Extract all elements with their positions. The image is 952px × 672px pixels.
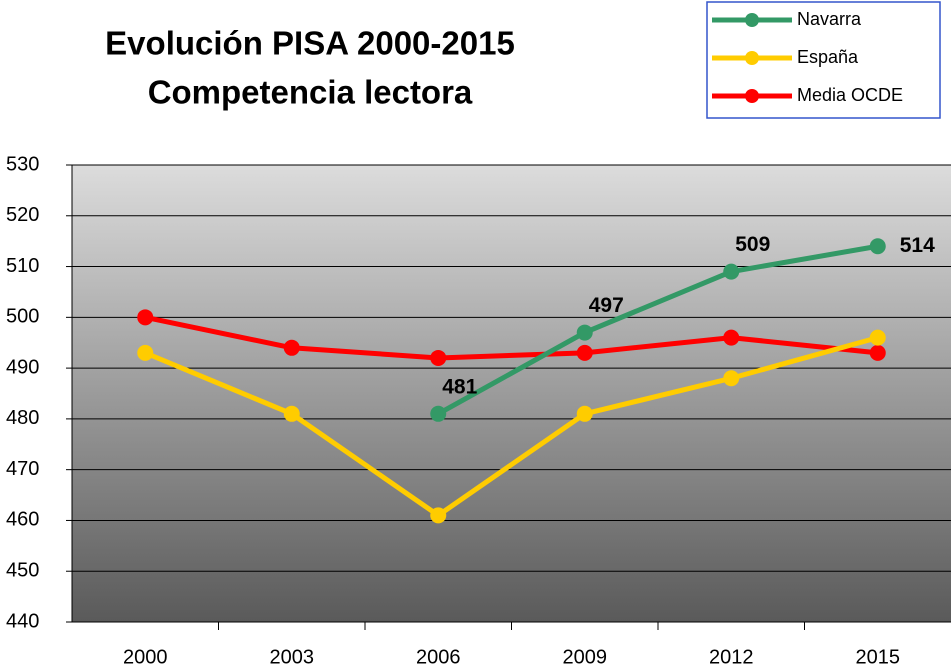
series-line — [144, 335, 879, 519]
data-point — [723, 370, 740, 387]
data-point — [576, 324, 593, 341]
data-point — [576, 344, 593, 361]
data-point — [430, 507, 447, 524]
y-tick-label: 510 — [6, 255, 39, 277]
chart-title: Evolución PISA 2000-2015 — [105, 25, 515, 62]
data-point — [137, 344, 154, 361]
x-tick-label: 2003 — [270, 646, 315, 668]
x-tick-label: 2012 — [709, 646, 754, 668]
legend-marker — [745, 89, 759, 103]
data-point — [869, 238, 886, 255]
data-point — [869, 329, 886, 346]
x-tick-label: 2009 — [563, 646, 608, 668]
data-point — [283, 339, 300, 356]
data-point — [576, 405, 593, 422]
y-tick-label: 520 — [6, 204, 39, 226]
data-point — [723, 329, 740, 346]
data-point — [430, 405, 447, 422]
legend-marker — [745, 51, 759, 65]
series-line — [437, 243, 879, 416]
series-line — [144, 314, 879, 361]
y-tick-label: 450 — [6, 560, 39, 582]
data-point — [723, 263, 740, 280]
x-tick-label: 2006 — [416, 646, 461, 668]
y-tick-label: 490 — [6, 356, 39, 378]
y-tick-label: 460 — [6, 509, 39, 531]
plot-area — [72, 165, 951, 622]
y-tick-label: 480 — [6, 407, 39, 429]
x-tick-label: 2015 — [856, 646, 901, 668]
data-label: 497 — [589, 294, 624, 317]
y-tick-label: 440 — [6, 610, 39, 632]
data-point — [869, 344, 886, 361]
y-tick-label: 470 — [6, 458, 39, 480]
y-tick-label: 530 — [6, 153, 39, 175]
legend-marker — [745, 13, 759, 27]
data-point — [137, 309, 154, 326]
data-point — [430, 349, 447, 366]
data-label: 514 — [900, 234, 935, 257]
legend-label: España — [797, 47, 859, 67]
x-tick-label: 2000 — [123, 646, 168, 668]
data-label: 509 — [735, 233, 770, 256]
data-label: 481 — [442, 375, 477, 398]
legend-label: Media OCDE — [797, 85, 903, 105]
y-tick-label: 500 — [6, 306, 39, 328]
legend-label: Navarra — [797, 9, 862, 29]
chart-subtitle: Competencia lectora — [148, 74, 473, 111]
data-point — [283, 405, 300, 422]
